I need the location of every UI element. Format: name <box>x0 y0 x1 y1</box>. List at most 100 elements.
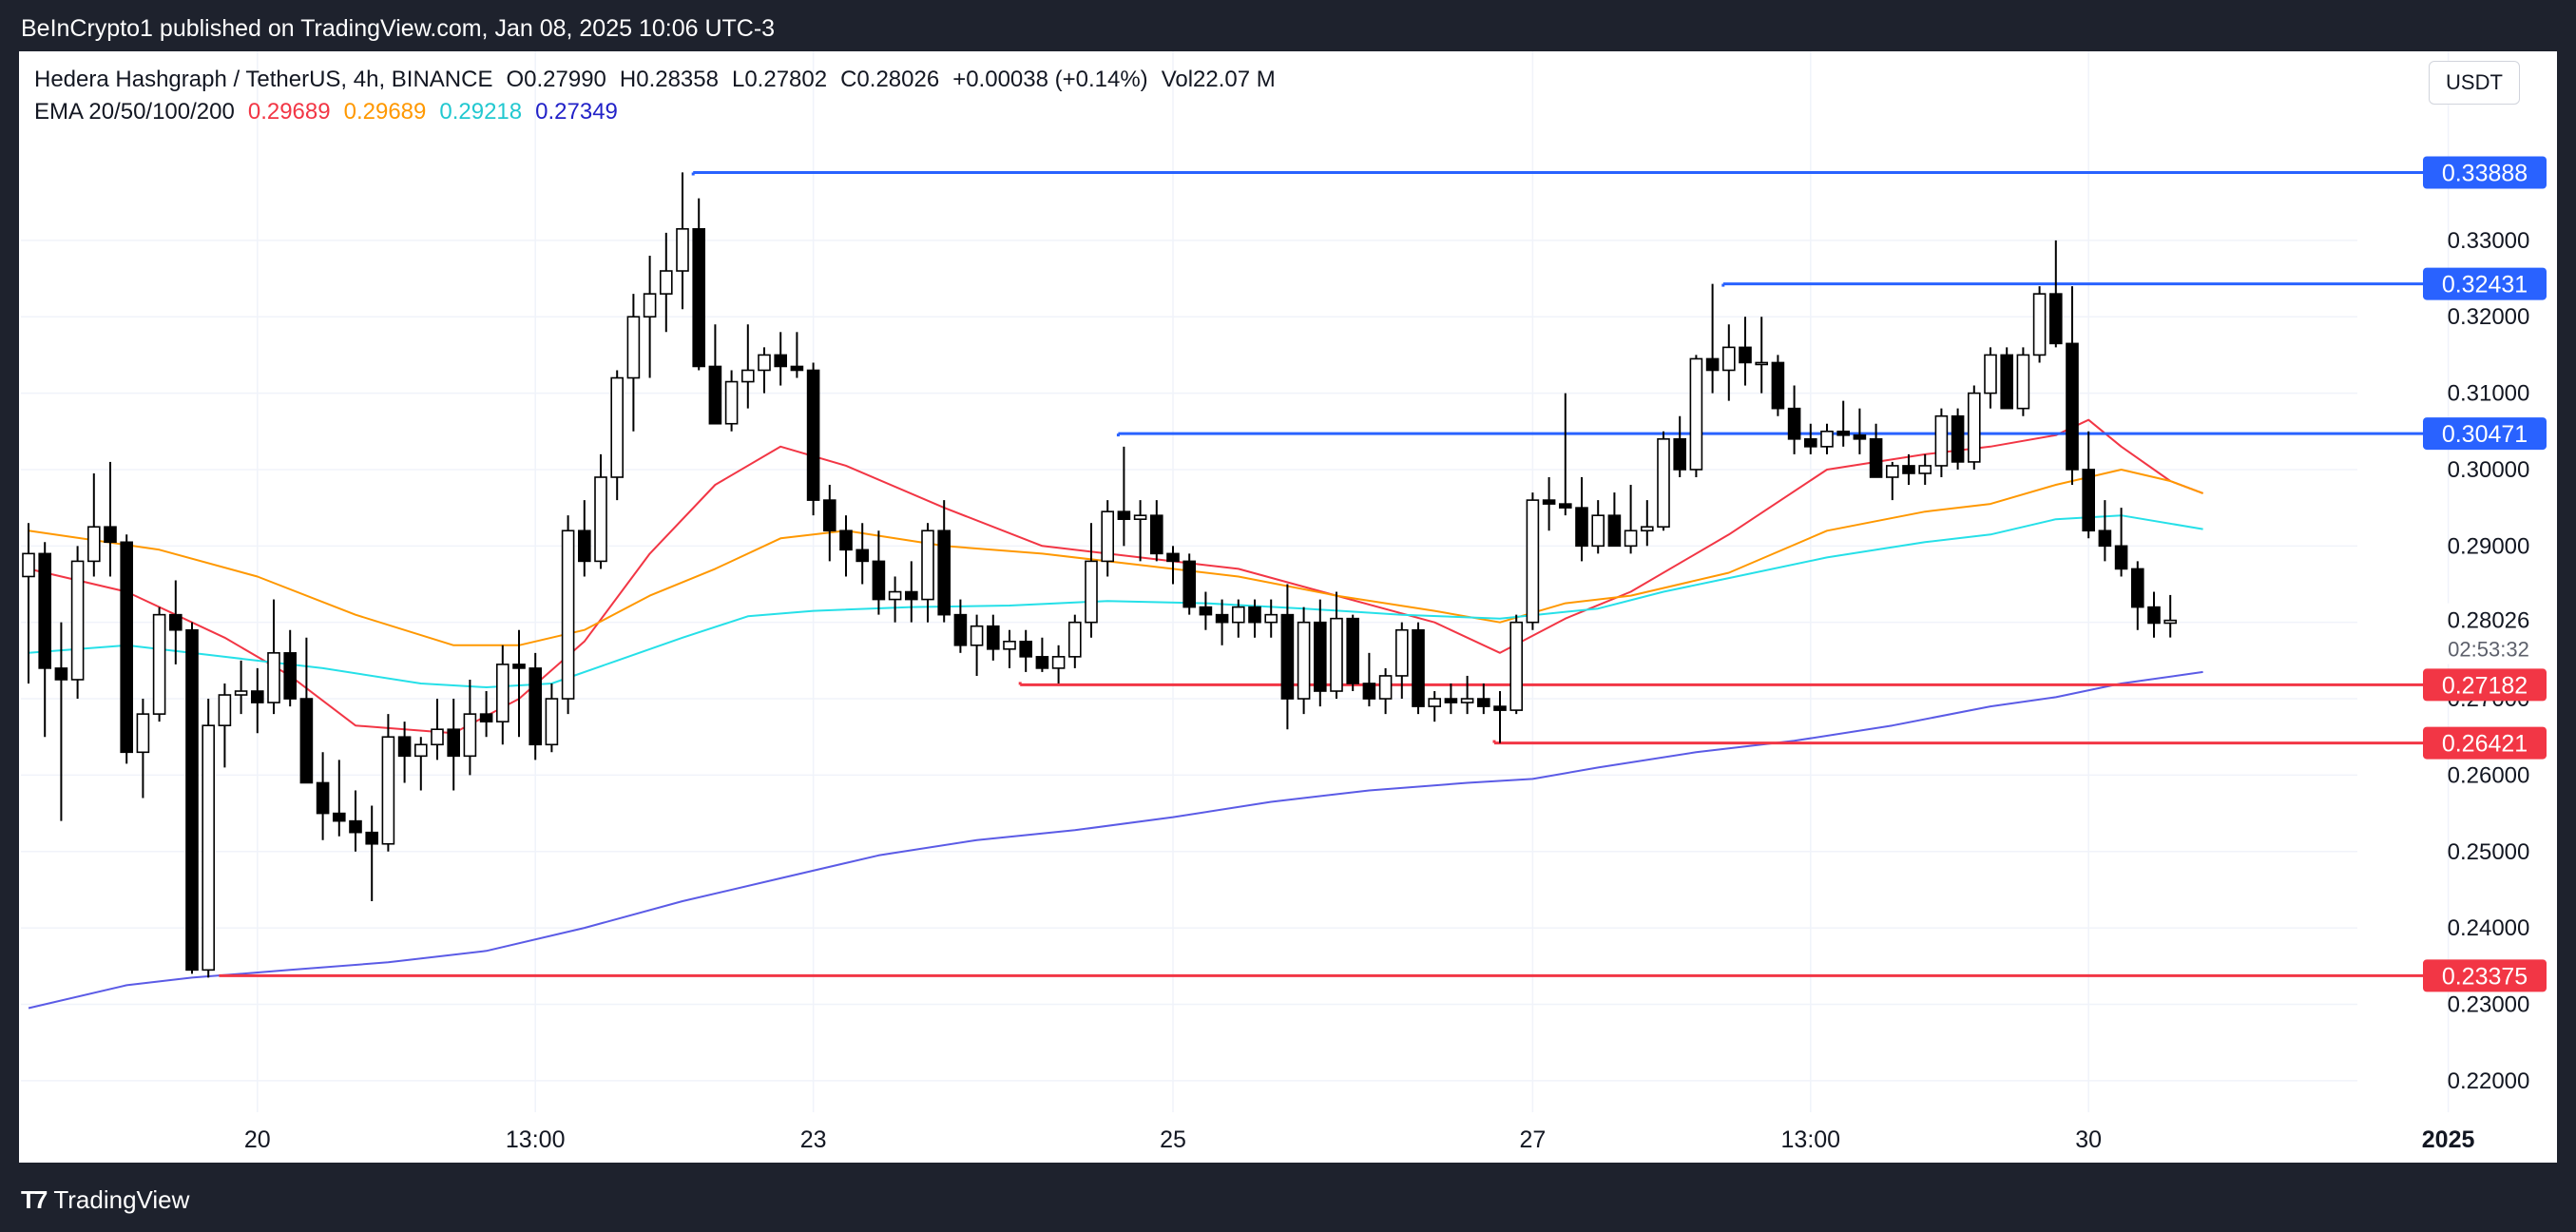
candle-body-down <box>169 613 183 631</box>
candle-body-up <box>1003 640 1016 650</box>
candle-body-down <box>2049 293 2063 345</box>
level-badge <box>2423 267 2547 300</box>
y-tick-label: 0.30000 <box>2448 457 2530 483</box>
bottom-bar <box>0 1163 2576 1232</box>
candle-body-up <box>202 724 215 972</box>
candle-body-down <box>855 549 870 563</box>
candle-body-up <box>1460 698 1474 703</box>
symbol-legend: Hedera Hashgraph / TetherUS, 4h, BINANCE… <box>34 67 1289 93</box>
level-badge <box>2423 417 2547 451</box>
candle <box>1068 614 1082 668</box>
brand-label: TradingView <box>53 1185 190 1214</box>
candle-body-down <box>1166 552 1180 563</box>
candle-body-up <box>1722 346 1736 372</box>
candle-body-down <box>1248 606 1261 624</box>
candle <box>987 614 1000 661</box>
candle-body-down <box>1362 683 1376 700</box>
candle <box>904 561 918 623</box>
candle-body-down <box>283 652 298 700</box>
ema-line <box>28 670 2203 1010</box>
candle-body-up <box>921 529 934 601</box>
candle <box>1477 683 1490 715</box>
change-value: +0.00038 (+0.14%) <box>952 67 1148 92</box>
candle <box>1641 500 1654 547</box>
candle-body-down <box>1869 438 1883 478</box>
candle-body-up <box>1297 621 1311 700</box>
candle-body-up <box>758 354 771 372</box>
candle-body-down <box>2000 354 2013 410</box>
candle <box>349 790 362 852</box>
candle-body-up <box>1133 514 1147 520</box>
candle <box>2066 286 2079 486</box>
candle <box>202 699 215 978</box>
tradingview-logo-icon: T7 <box>21 1185 48 1214</box>
ema-label[interactable]: EMA 20/50/100/200 <box>34 99 235 125</box>
candle <box>185 622 199 974</box>
candle <box>692 198 706 371</box>
candle-body-up <box>2032 293 2047 356</box>
candle-body-up <box>1984 354 1997 395</box>
y-tick-label: 0.29000 <box>2448 533 2530 559</box>
candle <box>1607 492 1622 548</box>
candle <box>855 523 870 585</box>
candle <box>283 629 298 707</box>
candle <box>495 645 509 745</box>
candle <box>1755 317 1768 394</box>
candle-body-up <box>1395 628 1409 677</box>
candle-body-up <box>22 552 35 578</box>
candle <box>2032 286 2047 363</box>
candle-body-down <box>774 354 788 368</box>
candle <box>659 232 673 333</box>
candle <box>2147 591 2161 638</box>
candle-body-down <box>953 613 968 646</box>
candle <box>1460 675 1474 715</box>
candle <box>1951 408 1965 470</box>
current-price-box <box>2426 603 2546 664</box>
candle <box>676 172 689 310</box>
candle-body-up <box>643 293 657 318</box>
candle-body-up <box>659 270 673 295</box>
candle <box>22 523 35 683</box>
candle <box>332 760 346 837</box>
candle-body-down <box>1019 640 1032 658</box>
candle-body-down <box>479 713 493 722</box>
symbol-name[interactable]: Hedera Hashgraph / TetherUS, 4h, BINANCE <box>34 67 493 92</box>
candle <box>1051 645 1066 683</box>
candle-body-down <box>937 529 952 616</box>
candle-body-up <box>1101 510 1114 563</box>
candle-body-up <box>1232 606 1245 624</box>
candle <box>1248 599 1261 638</box>
candle-body-down <box>1412 628 1425 707</box>
candle-body-down <box>299 698 314 784</box>
candle <box>70 546 85 700</box>
ema50-value: 0.29689 <box>343 99 427 125</box>
candle <box>120 534 133 764</box>
candle <box>1346 614 1359 692</box>
candle-body-down <box>2131 568 2144 608</box>
candle-body-up <box>267 652 280 703</box>
candle-body-up <box>1886 465 1899 478</box>
candle-body-up <box>234 690 248 696</box>
candle <box>1003 629 1016 668</box>
candle-body-up <box>724 380 739 425</box>
candle-body-down <box>104 526 117 544</box>
candle-body-up <box>463 713 477 758</box>
candle <box>365 805 379 902</box>
tradingview-brand[interactable]: T7 TradingView <box>21 1185 189 1215</box>
candle-body-up <box>70 560 85 681</box>
candle-body-down <box>397 736 412 758</box>
candle-body-down <box>1215 613 1229 624</box>
currency-button[interactable]: USDT <box>2429 61 2520 105</box>
candle <box>1264 599 1278 638</box>
candle-body-down <box>1739 346 1752 364</box>
candle <box>1232 599 1245 638</box>
candle <box>872 530 886 615</box>
candle-body-up <box>1051 656 1066 669</box>
x-tick-label: 13:00 <box>506 1126 566 1153</box>
candle-body-down <box>1035 656 1049 669</box>
ema20-value: 0.29689 <box>247 99 331 125</box>
candle <box>234 660 248 715</box>
candle-body-down <box>1951 414 1965 463</box>
open-value: O0.27990 <box>506 67 606 92</box>
